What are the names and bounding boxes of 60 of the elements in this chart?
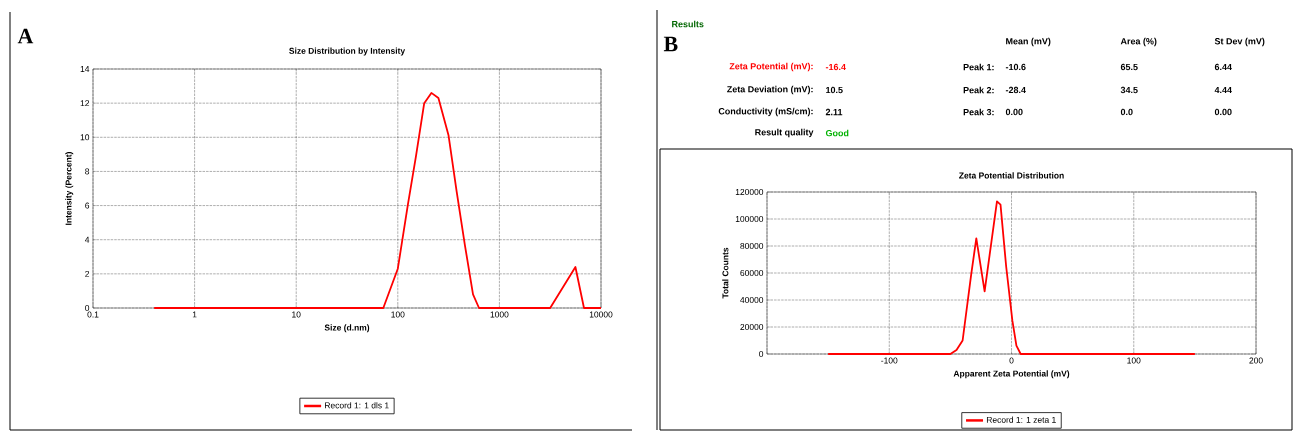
text: 2.11 [825, 108, 843, 116]
x-tick-label: -100 [881, 357, 898, 364]
x-tick-label: 100 [1127, 357, 1141, 364]
text: St Dev (mV) [1214, 37, 1265, 47]
y-tick-label: 4 [84, 236, 90, 243]
chart-title: Size Distribution by Intensity [289, 47, 406, 56]
x-axis-title: Apparent Zeta Potential (mV) [953, 370, 1070, 379]
text: B [663, 36, 678, 52]
y-tick-label: 12 [80, 100, 90, 107]
text: A [17, 28, 34, 44]
y-tick-label: 10 [80, 134, 90, 141]
x-tick-label: 0 [1009, 357, 1014, 364]
x-tick-label: 10 [292, 311, 301, 318]
text: -16.4 [825, 63, 846, 71]
x-tick-label: 200 [1249, 357, 1263, 364]
chart-title: Zeta Potential Distribution [959, 172, 1064, 179]
text: 0.00 [1214, 108, 1232, 116]
x-tick-label: 10000 [589, 311, 613, 318]
line-series [827, 200, 1196, 355]
y-tick-label: 120000 [735, 189, 764, 195]
y-tick-label: 8 [85, 168, 90, 175]
legend-label: Record 1: 1 zeta 1 [986, 416, 1056, 423]
y-axis-title: Intensity (Percent) [65, 152, 74, 225]
text: Peak 3: [963, 108, 994, 116]
y-tick-label: 80000 [740, 243, 764, 249]
text: Peak 2: [963, 86, 994, 94]
y-tick-label: 6 [85, 202, 90, 209]
x-tick-label: 1000 [490, 311, 509, 318]
legend-label: Record 1: 1 dls 1 [325, 402, 389, 409]
y-tick-label: 0 [85, 305, 90, 311]
text: 0.0 [1120, 108, 1133, 116]
text: Peak 1: [963, 63, 994, 71]
y-tick-label: 60000 [740, 270, 764, 276]
text: Zeta Potential (mV): [729, 62, 813, 72]
text: Zeta Deviation (mV): [727, 85, 813, 95]
y-tick-label: 14 [80, 66, 90, 72]
y-tick-label: 40000 [740, 297, 764, 303]
x-axis-title: Size (d.nm) [324, 324, 370, 333]
text: Mean (mV) [1006, 37, 1051, 47]
y-tick-label: 2 [85, 270, 90, 277]
text: 4.44 [1214, 86, 1232, 94]
text: Result quality [755, 128, 814, 138]
y-tick-label: 20000 [740, 324, 764, 330]
x-tick-label: 100 [391, 311, 405, 318]
text: 34.5 [1120, 86, 1138, 94]
text: -28.4 [1005, 86, 1026, 94]
text: Results [672, 20, 704, 28]
text: 10.5 [826, 86, 843, 94]
text: -10.6 [1005, 63, 1026, 71]
text: 6.44 [1214, 63, 1232, 71]
y-tick-label: 100000 [735, 216, 764, 222]
x-tick-label: 0.1 [87, 311, 99, 318]
y-tick-label: 0 [759, 351, 764, 357]
x-tick-label: 1 [192, 311, 197, 318]
text: Area (%) [1120, 37, 1157, 47]
text: Conductivity (mS/cm): [718, 107, 813, 117]
text: Good [825, 129, 849, 137]
y-axis-title: Total Counts [722, 247, 729, 299]
text: 0.00 [1005, 108, 1023, 116]
text: 65.5 [1120, 63, 1138, 71]
